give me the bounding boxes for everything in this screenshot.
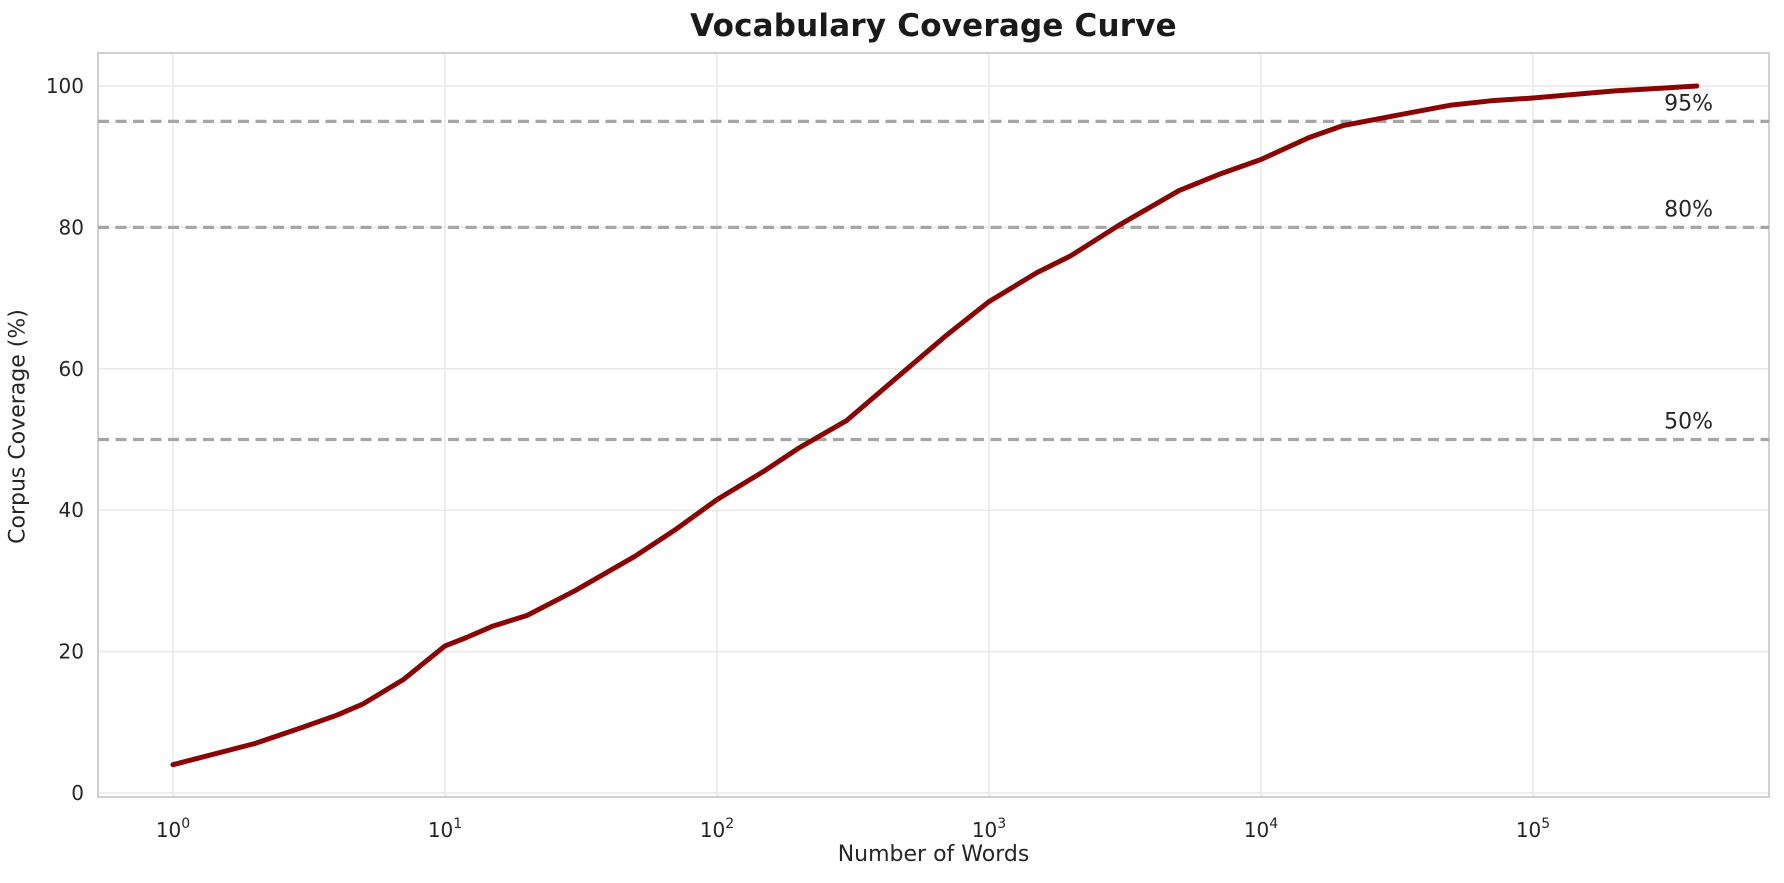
y-tick-label: 60 [59,357,84,381]
x-tick-label: 102 [700,816,734,842]
vocabulary-coverage-curve [170,83,1700,768]
chart-title: Vocabulary Coverage Curve [690,8,1177,44]
y-tick-label: 0 [71,781,84,805]
x-tick-label: 103 [972,816,1006,842]
threshold-label-50: 50% [1664,410,1713,435]
y-tick-label: 20 [59,640,84,664]
y-tick-label: 100 [46,74,84,98]
x-tick-label: 105 [1516,816,1550,842]
x-tick-label: 104 [1244,816,1278,842]
threshold-label-95: 95% [1664,91,1713,116]
x-axis-label: Number of Words [837,842,1030,867]
threshold-label-80: 80% [1664,197,1713,222]
x-tick-label: 100 [156,816,190,842]
plot-border [97,52,1770,798]
y-tick-label: 40 [59,498,84,522]
x-tick-label: 101 [428,816,462,842]
plot-background [98,53,1769,797]
y-tick-label: 80 [59,215,84,239]
